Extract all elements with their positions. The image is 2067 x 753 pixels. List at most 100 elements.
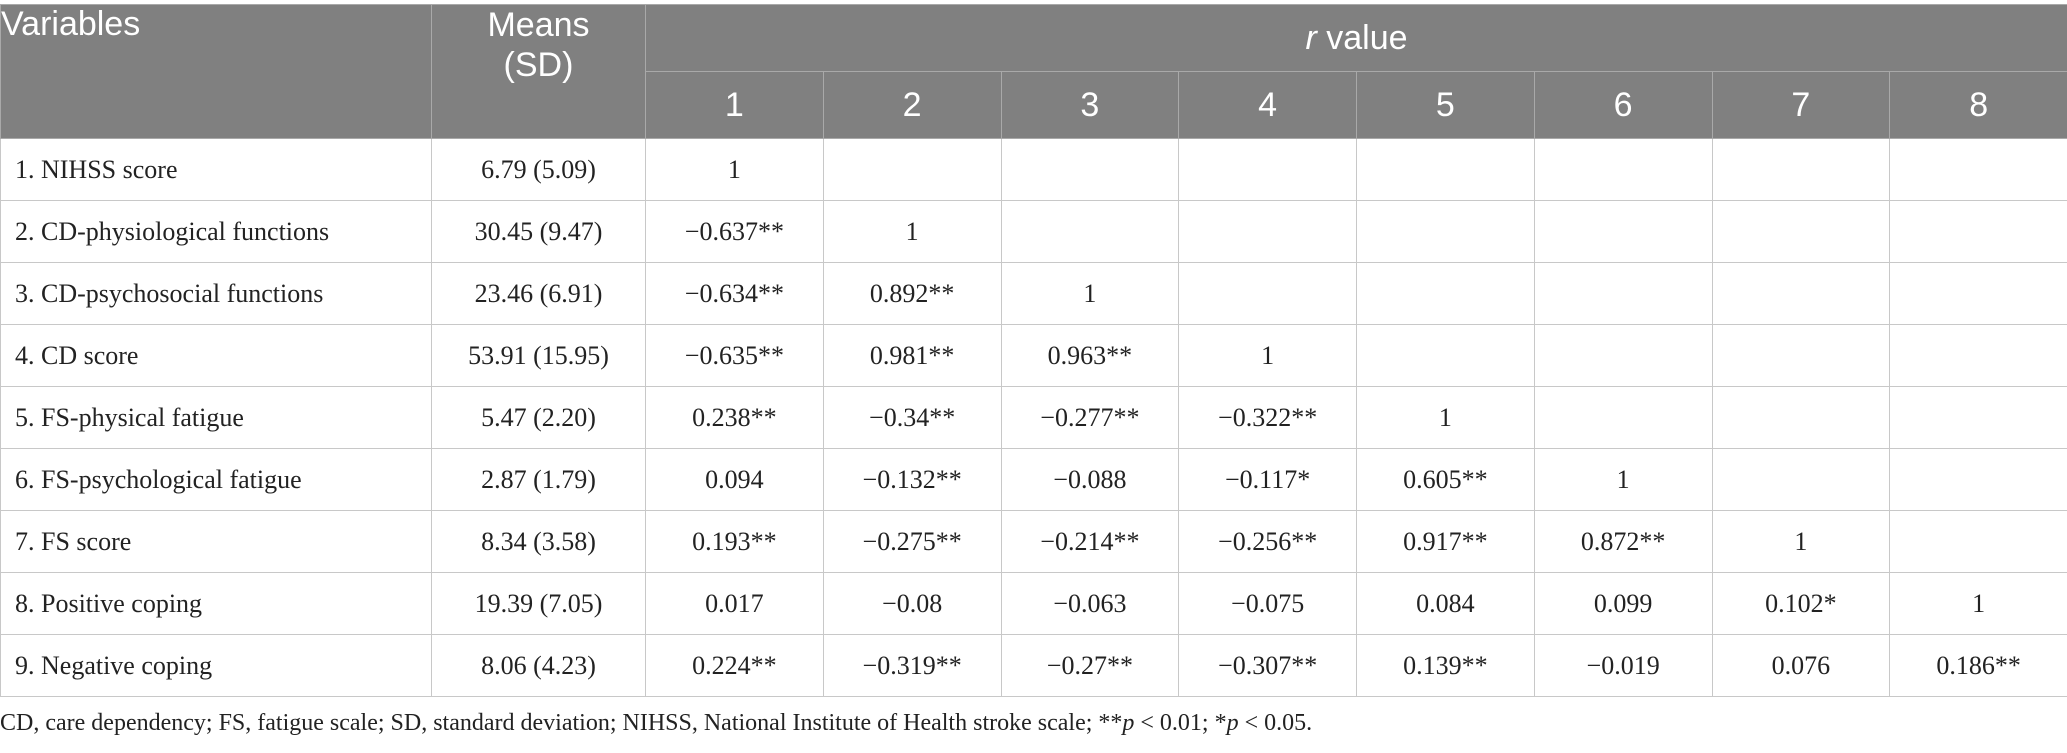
correlation-cell bbox=[1178, 262, 1357, 325]
table-body: 1. NIHSS score 6.79 (5.09) 1 2. CD-physiolo… bbox=[0, 138, 2067, 697]
correlation-cell bbox=[1889, 138, 2067, 201]
table-row: 4. CD score 53.91 (15.95) −0.635** 0.981** 0… bbox=[0, 324, 2067, 387]
correlation-cell bbox=[1533, 138, 1713, 201]
correlation-cell: 0.892** bbox=[822, 262, 1002, 325]
table-row: 2. CD-physiological functions 30.45 (9.47… bbox=[0, 200, 2067, 263]
correlation-cell bbox=[1178, 200, 1357, 263]
correlation-cell: 0.084 bbox=[1356, 572, 1535, 635]
correlation-cell bbox=[1889, 448, 2067, 511]
correlation-cell: −0.019 bbox=[1533, 634, 1713, 697]
correlation-cell bbox=[1533, 262, 1713, 325]
mean-sd-cell: 30.45 (9.47) bbox=[431, 200, 646, 263]
table-row: 1. NIHSS score 6.79 (5.09) 1 bbox=[0, 138, 2067, 201]
mean-sd-cell: 53.91 (15.95) bbox=[431, 324, 646, 387]
correlation-cell: −0.634** bbox=[645, 262, 824, 325]
correlation-cell: −0.637** bbox=[645, 200, 824, 263]
correlation-cell bbox=[1889, 262, 2067, 325]
correlation-cell: 1 bbox=[822, 200, 1002, 263]
variable-name-cell: 2. CD-physiological functions bbox=[0, 200, 432, 263]
correlation-cell: −0.214** bbox=[1000, 510, 1180, 573]
mean-sd-cell: 2.87 (1.79) bbox=[431, 448, 646, 511]
correlation-cell: 0.963** bbox=[1000, 324, 1180, 387]
column-number-header: 6 bbox=[1533, 71, 1713, 139]
correlation-cell bbox=[1000, 138, 1180, 201]
correlation-cell: −0.319** bbox=[822, 634, 1002, 697]
column-number-header: 7 bbox=[1711, 71, 1891, 139]
means-header: Means (SD) bbox=[431, 4, 646, 139]
column-number-header: 8 bbox=[1889, 71, 2067, 139]
correlation-cell bbox=[1356, 200, 1535, 263]
correlation-cell bbox=[1178, 138, 1357, 201]
column-number-header: 1 bbox=[645, 71, 824, 139]
correlation-cell: −0.635** bbox=[645, 324, 824, 387]
correlation-cell: 0.076 bbox=[1711, 634, 1891, 697]
correlation-cell: 0.872** bbox=[1533, 510, 1713, 573]
correlation-cell: 1 bbox=[1356, 386, 1535, 449]
correlation-cell: 1 bbox=[1889, 572, 2067, 635]
correlation-cell: 0.224** bbox=[645, 634, 824, 697]
r-value-label: value bbox=[1316, 18, 1408, 57]
correlation-cell: 0.605** bbox=[1356, 448, 1535, 511]
correlation-cell bbox=[1533, 324, 1713, 387]
correlation-cell: 0.102* bbox=[1711, 572, 1891, 635]
correlation-cell: 1 bbox=[1178, 324, 1357, 387]
correlation-cell: 0.186** bbox=[1889, 634, 2067, 697]
correlation-cell bbox=[1889, 510, 2067, 573]
correlation-cell: −0.277** bbox=[1000, 386, 1180, 449]
correlation-cell: −0.08 bbox=[822, 572, 1002, 635]
footnote-p-1: p bbox=[1122, 710, 1135, 736]
column-number-header: 4 bbox=[1178, 71, 1357, 139]
correlation-cell: −0.132** bbox=[822, 448, 1002, 511]
correlation-cell bbox=[1711, 200, 1891, 263]
correlation-cell: −0.27** bbox=[1000, 634, 1180, 697]
correlation-cell: 0.917** bbox=[1356, 510, 1535, 573]
variable-name-cell: 6. FS-psychological fatigue bbox=[0, 448, 432, 511]
correlation-cell: −0.075 bbox=[1178, 572, 1357, 635]
correlation-cell bbox=[1711, 138, 1891, 201]
column-number-header: 5 bbox=[1356, 71, 1535, 139]
table-row: 5. FS-physical fatigue 5.47 (2.20) 0.238**… bbox=[0, 386, 2067, 449]
correlation-cell: 0.017 bbox=[645, 572, 824, 635]
correlation-cell bbox=[1889, 324, 2067, 387]
correlation-cell bbox=[1711, 324, 1891, 387]
column-number-header: 3 bbox=[1000, 71, 1180, 139]
mean-sd-cell: 8.34 (3.58) bbox=[431, 510, 646, 573]
variable-name-cell: 7. FS score bbox=[0, 510, 432, 573]
correlation-cell: 0.099 bbox=[1533, 572, 1713, 635]
correlation-cell: 0.238** bbox=[645, 386, 824, 449]
table-row: 9. Negative coping 8.06 (4.23) 0.224** −0.3… bbox=[0, 634, 2067, 697]
correlation-cell: −0.256** bbox=[1178, 510, 1357, 573]
column-number-header: 2 bbox=[822, 71, 1002, 139]
correlation-cell bbox=[1711, 448, 1891, 511]
correlation-cell bbox=[822, 138, 1002, 201]
variable-name-cell: 8. Positive coping bbox=[0, 572, 432, 635]
r-value-header: r value bbox=[644, 4, 2067, 72]
correlation-cell: −0.322** bbox=[1178, 386, 1357, 449]
correlation-cell: 0.139** bbox=[1356, 634, 1535, 697]
correlation-cell bbox=[1356, 324, 1535, 387]
table-row: 6. FS-psychological fatigue 2.87 (1.79) 0.… bbox=[0, 448, 2067, 511]
variables-header-label: Variables bbox=[1, 5, 141, 43]
table-row: 8. Positive coping 19.39 (7.05) 0.017 −0.08… bbox=[0, 572, 2067, 635]
correlation-cell: −0.088 bbox=[1000, 448, 1180, 511]
correlation-cell bbox=[1711, 262, 1891, 325]
correlation-cell bbox=[1356, 262, 1535, 325]
table-row: 3. CD-psychosocial functions 23.46 (6.91)… bbox=[0, 262, 2067, 325]
correlation-cell bbox=[1711, 386, 1891, 449]
variable-name-cell: 5. FS-physical fatigue bbox=[0, 386, 432, 449]
correlation-cell: −0.275** bbox=[822, 510, 1002, 573]
means-header-line2: (SD) bbox=[503, 46, 574, 84]
correlation-cell: 0.981** bbox=[822, 324, 1002, 387]
correlation-cell bbox=[1533, 386, 1713, 449]
footnote-text-3: < 0.05. bbox=[1238, 710, 1313, 736]
variable-name-cell: 4. CD score bbox=[0, 324, 432, 387]
variables-header: Variables bbox=[0, 4, 432, 139]
correlation-cell: 1 bbox=[1000, 262, 1180, 325]
table-footnote: CD, care dependency; FS, fatigue scale; … bbox=[0, 710, 2067, 737]
correlation-cell bbox=[1889, 200, 2067, 263]
correlation-cell: 0.193** bbox=[645, 510, 824, 573]
